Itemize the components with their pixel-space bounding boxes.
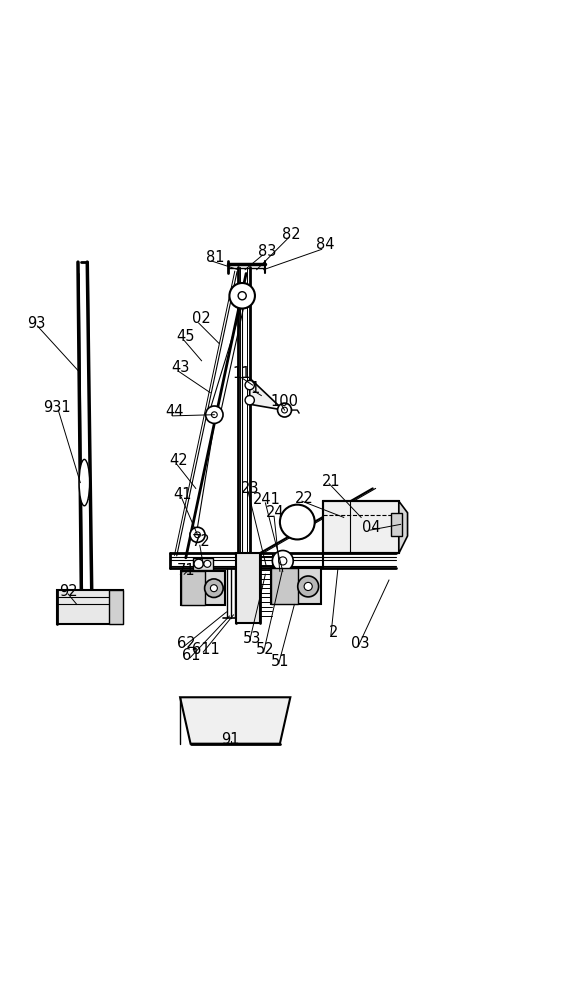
Ellipse shape (79, 459, 90, 506)
Bar (57, 590, 123, 624)
Circle shape (190, 527, 205, 542)
Polygon shape (250, 378, 283, 410)
Bar (109, 590, 123, 624)
Text: 43: 43 (171, 360, 189, 375)
Circle shape (282, 407, 287, 413)
Text: 21: 21 (322, 474, 340, 489)
Text: 241: 241 (253, 492, 281, 507)
Text: 42: 42 (169, 453, 188, 468)
Text: 611: 611 (192, 642, 220, 657)
Text: 931: 931 (43, 400, 71, 415)
Text: 83: 83 (258, 244, 276, 259)
Circle shape (230, 283, 255, 309)
Text: 71: 71 (177, 563, 195, 578)
Circle shape (245, 380, 254, 390)
Circle shape (245, 396, 254, 405)
Text: 81: 81 (206, 250, 224, 265)
Bar (391, 513, 402, 536)
Text: 03: 03 (351, 636, 369, 651)
Bar (324, 501, 399, 553)
Bar (193, 558, 213, 570)
Text: 04: 04 (362, 520, 381, 535)
Bar (181, 571, 205, 605)
Text: 02: 02 (192, 311, 211, 326)
Text: 2: 2 (329, 625, 338, 640)
Circle shape (272, 550, 293, 571)
Circle shape (206, 406, 223, 423)
Polygon shape (180, 697, 290, 744)
Text: 23: 23 (240, 481, 259, 496)
Text: 51: 51 (271, 654, 289, 669)
Polygon shape (399, 501, 408, 553)
Circle shape (210, 585, 217, 592)
Text: 91: 91 (222, 732, 240, 747)
Text: 62: 62 (177, 636, 195, 651)
Circle shape (304, 582, 312, 591)
Bar (271, 568, 321, 604)
Text: 72: 72 (192, 534, 211, 549)
Circle shape (212, 412, 217, 418)
Text: 24: 24 (266, 505, 285, 520)
Text: 82: 82 (282, 227, 301, 242)
Circle shape (280, 505, 315, 539)
Bar (236, 553, 259, 623)
Circle shape (205, 579, 223, 597)
Circle shape (238, 292, 246, 300)
Text: 44: 44 (165, 404, 184, 419)
Text: 22: 22 (295, 491, 314, 506)
Text: 11: 11 (233, 366, 251, 381)
Text: 1: 1 (251, 381, 260, 396)
Text: 45: 45 (177, 329, 195, 344)
Text: 52: 52 (256, 642, 275, 657)
Bar (181, 571, 225, 605)
Circle shape (204, 560, 211, 567)
Text: 41: 41 (173, 487, 192, 502)
Text: 92: 92 (59, 584, 78, 599)
Circle shape (279, 557, 287, 565)
Bar (271, 568, 298, 604)
Circle shape (195, 532, 201, 538)
Text: 61: 61 (182, 648, 201, 663)
Text: 84: 84 (316, 237, 335, 252)
Text: 93: 93 (27, 316, 45, 331)
Circle shape (298, 576, 319, 597)
Circle shape (194, 559, 203, 568)
Text: 53: 53 (243, 631, 261, 646)
Circle shape (278, 403, 292, 417)
Text: 100: 100 (271, 394, 298, 409)
